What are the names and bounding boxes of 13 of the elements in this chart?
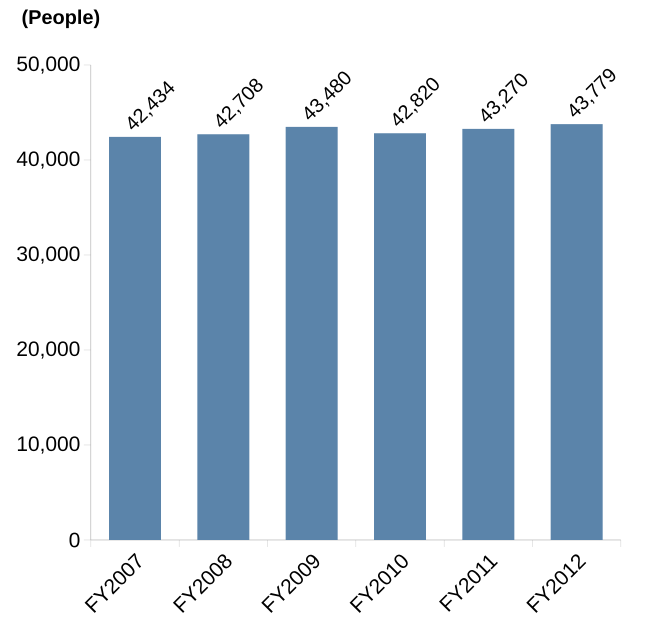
bar (197, 134, 250, 540)
bar (109, 136, 162, 540)
bar (286, 126, 338, 540)
y-tick-label: 20,000 (17, 341, 80, 359)
y-axis-title: (People) (22, 10, 100, 28)
y-tick-label: 10,000 (18, 436, 80, 454)
y-tick-label: 50,000 (17, 56, 80, 74)
bar (462, 128, 514, 540)
y-tick-label: 40,000 (16, 151, 80, 169)
y-tick-label: 0 (70, 532, 80, 548)
bar (374, 133, 426, 540)
bar (550, 124, 603, 540)
y-tick-label: 30,000 (17, 246, 80, 264)
